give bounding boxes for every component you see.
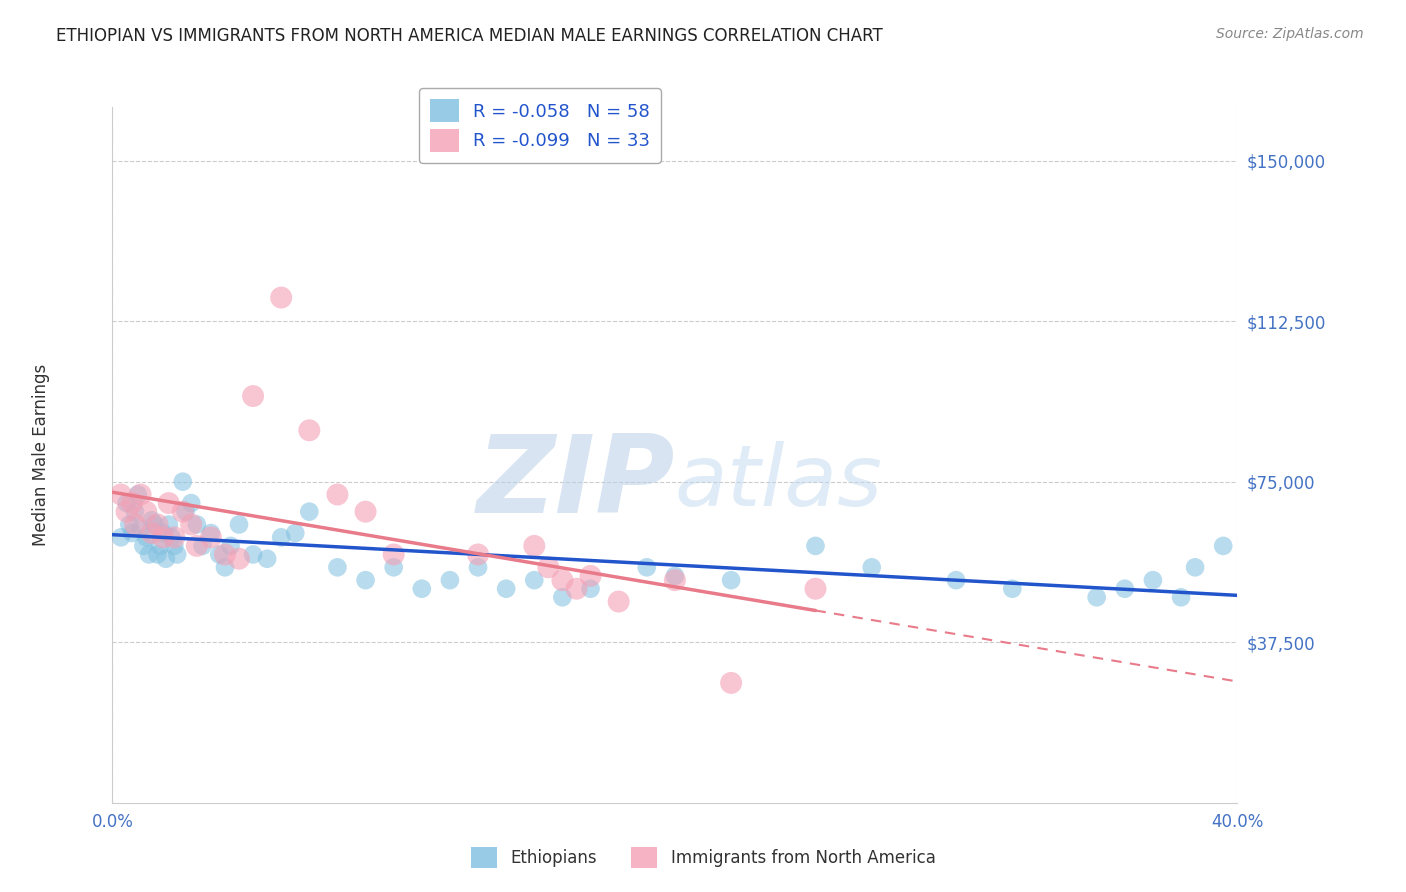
Point — [228, 517, 250, 532]
Point — [579, 569, 602, 583]
Point — [160, 530, 183, 544]
Point — [186, 517, 208, 532]
Point — [1212, 539, 1234, 553]
Point — [382, 560, 405, 574]
Text: atlas: atlas — [675, 442, 883, 524]
Point — [214, 548, 236, 562]
Point — [579, 582, 602, 596]
Point — [1142, 573, 1164, 587]
Point — [127, 487, 149, 501]
Point — [664, 569, 686, 583]
Point — [565, 582, 588, 596]
Point — [110, 530, 132, 544]
Point — [242, 389, 264, 403]
Point — [135, 530, 157, 544]
Point — [124, 517, 146, 532]
Point — [467, 560, 489, 574]
Point — [551, 591, 574, 605]
Point — [115, 505, 138, 519]
Point — [298, 505, 321, 519]
Text: ZIP: ZIP — [477, 430, 675, 536]
Point — [146, 548, 169, 562]
Point — [495, 582, 517, 596]
Point — [537, 560, 560, 574]
Point — [467, 548, 489, 562]
Point — [118, 517, 141, 532]
Point — [720, 573, 742, 587]
Point — [1114, 582, 1136, 596]
Point — [149, 539, 172, 553]
Point — [155, 551, 177, 566]
Point — [174, 505, 197, 519]
Point — [157, 496, 180, 510]
Point — [270, 291, 292, 305]
Point — [141, 526, 163, 541]
Point — [152, 530, 174, 544]
Point — [284, 526, 307, 541]
Legend: R = -0.058   N = 58, R = -0.099   N = 33: R = -0.058 N = 58, R = -0.099 N = 33 — [419, 88, 661, 162]
Point — [157, 517, 180, 532]
Point — [163, 539, 186, 553]
Point — [1001, 582, 1024, 596]
Point — [1184, 560, 1206, 574]
Point — [110, 487, 132, 501]
Text: Source: ZipAtlas.com: Source: ZipAtlas.com — [1216, 27, 1364, 41]
Point — [945, 573, 967, 587]
Point — [607, 594, 630, 608]
Point — [551, 573, 574, 587]
Text: ETHIOPIAN VS IMMIGRANTS FROM NORTH AMERICA MEDIAN MALE EARNINGS CORRELATION CHAR: ETHIOPIAN VS IMMIGRANTS FROM NORTH AMERI… — [56, 27, 883, 45]
Point — [186, 539, 208, 553]
Point — [228, 551, 250, 566]
Y-axis label: Median Male Earnings: Median Male Earnings — [32, 364, 51, 546]
Point — [270, 530, 292, 544]
Point — [141, 513, 163, 527]
Point — [214, 560, 236, 574]
Point — [166, 548, 188, 562]
Point — [354, 573, 377, 587]
Point — [1085, 591, 1108, 605]
Point — [664, 573, 686, 587]
Legend: Ethiopians, Immigrants from North America: Ethiopians, Immigrants from North Americ… — [464, 840, 942, 875]
Point — [720, 676, 742, 690]
Point — [121, 496, 143, 510]
Point — [129, 522, 152, 536]
Point — [208, 548, 231, 562]
Point — [129, 487, 152, 501]
Point — [121, 526, 143, 541]
Point — [200, 530, 222, 544]
Point — [172, 475, 194, 489]
Point — [326, 487, 349, 501]
Point — [523, 573, 546, 587]
Point — [804, 539, 827, 553]
Point — [135, 505, 157, 519]
Point — [180, 496, 202, 510]
Point — [152, 526, 174, 541]
Point — [143, 517, 166, 532]
Point — [1170, 591, 1192, 605]
Point — [860, 560, 883, 574]
Point — [138, 548, 160, 562]
Point — [804, 582, 827, 596]
Point — [256, 551, 278, 566]
Point — [146, 517, 169, 532]
Point — [326, 560, 349, 574]
Point — [242, 548, 264, 562]
Point — [115, 496, 138, 510]
Point — [172, 505, 194, 519]
Point — [439, 573, 461, 587]
Point — [354, 505, 377, 519]
Point — [523, 539, 546, 553]
Point — [219, 539, 242, 553]
Point — [636, 560, 658, 574]
Point — [382, 548, 405, 562]
Point — [132, 539, 155, 553]
Point — [124, 505, 146, 519]
Point — [163, 530, 186, 544]
Point — [180, 517, 202, 532]
Point — [191, 539, 214, 553]
Point — [298, 423, 321, 437]
Point — [411, 582, 433, 596]
Point — [200, 526, 222, 541]
